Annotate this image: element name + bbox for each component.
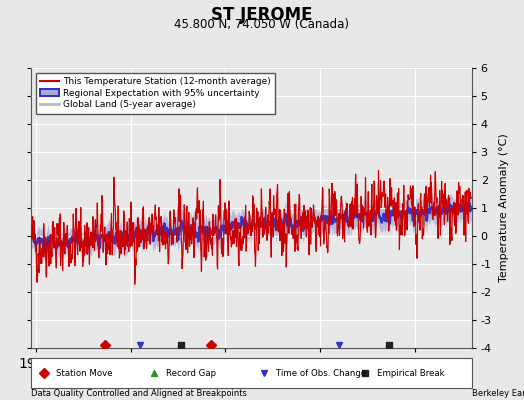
FancyBboxPatch shape (31, 358, 472, 388)
Legend: This Temperature Station (12-month average), Regional Expectation with 95% uncer: This Temperature Station (12-month avera… (36, 72, 275, 114)
Text: Station Move: Station Move (56, 368, 112, 378)
Y-axis label: Temperature Anomaly (°C): Temperature Anomaly (°C) (499, 134, 509, 282)
Text: Data Quality Controlled and Aligned at Breakpoints: Data Quality Controlled and Aligned at B… (31, 389, 247, 398)
Text: 45.800 N, 74.050 W (Canada): 45.800 N, 74.050 W (Canada) (174, 18, 350, 31)
Text: Record Gap: Record Gap (166, 368, 216, 378)
Text: ST JEROME: ST JEROME (211, 6, 313, 24)
Text: Time of Obs. Change: Time of Obs. Change (276, 368, 366, 378)
Text: Berkeley Earth: Berkeley Earth (472, 389, 524, 398)
Text: Empirical Break: Empirical Break (377, 368, 444, 378)
